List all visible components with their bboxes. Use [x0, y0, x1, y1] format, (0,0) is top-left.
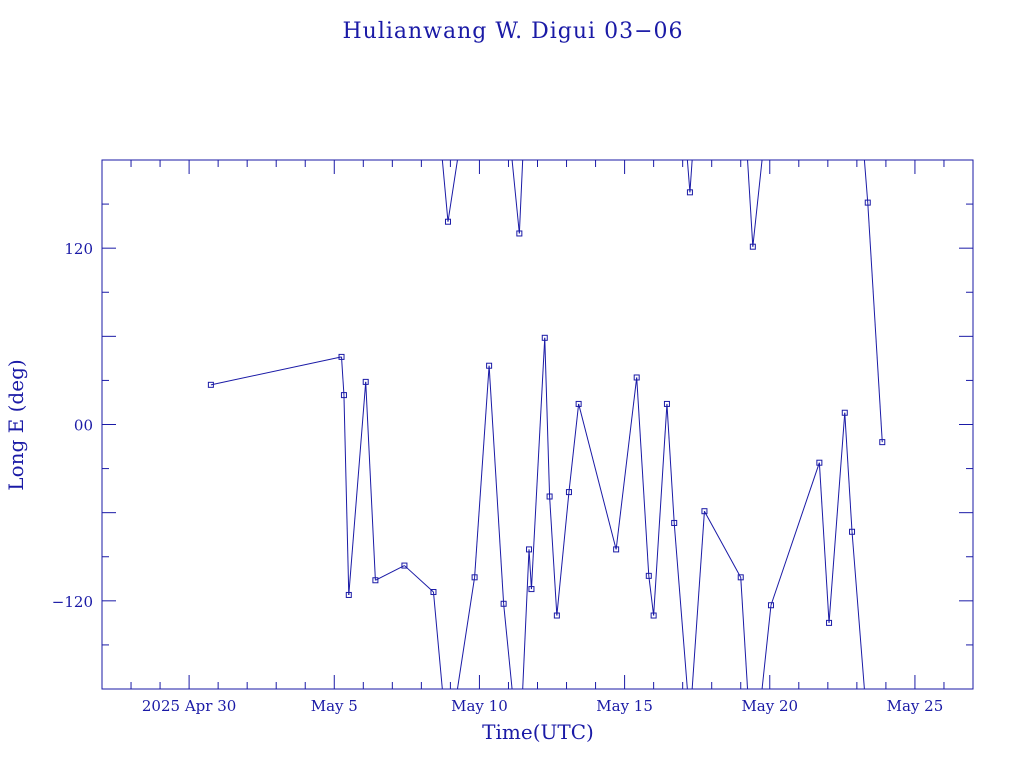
data-point	[650, 612, 657, 619]
series-line-segment	[432, 591, 443, 689]
series-line-segment	[343, 395, 350, 595]
data-point	[826, 619, 833, 626]
data-point	[553, 612, 560, 619]
series-line-segment	[761, 605, 772, 689]
series-line-segment	[488, 365, 505, 604]
x-tick-label: May 15	[596, 697, 653, 715]
data-point	[633, 374, 640, 381]
series-line-segment	[740, 577, 749, 689]
plot-frame	[101, 159, 974, 690]
x-tick-label: May 5	[311, 697, 358, 715]
series-line-segment	[844, 412, 853, 532]
data-point	[486, 362, 493, 369]
data-point	[401, 562, 408, 569]
data-point	[701, 508, 708, 515]
series-line-segment	[686, 160, 691, 193]
series-line-segment	[528, 549, 532, 590]
data-point	[207, 381, 214, 388]
series-line-segment	[556, 492, 570, 616]
y-axis-label: Long E (deg)	[4, 359, 28, 490]
data-point	[663, 400, 670, 407]
data-point	[362, 378, 369, 385]
x-axis-label: Time(UTC)	[482, 720, 594, 744]
series-line-segment	[689, 160, 693, 193]
series-line-segment	[704, 510, 742, 578]
series-line-segment	[615, 377, 638, 550]
data-point	[526, 546, 533, 553]
series-line-segment	[752, 160, 763, 247]
data-point	[546, 493, 553, 500]
data-point	[516, 230, 523, 237]
series-line-segment	[673, 522, 688, 689]
x-tick-label: May 10	[451, 697, 508, 715]
series-line-segment	[747, 160, 754, 247]
series-line-segment	[456, 577, 476, 689]
series-line-segment	[549, 496, 558, 616]
series-line-segment	[404, 565, 434, 593]
x-tick-label: May 20	[741, 697, 798, 715]
data-point	[841, 409, 848, 416]
data-point	[528, 586, 535, 593]
x-tick-label: May 25	[887, 697, 944, 715]
series-line-segment	[210, 356, 342, 386]
series-line-segment	[375, 565, 405, 581]
series-line-segment	[770, 462, 820, 606]
data-point	[575, 400, 582, 407]
series-line-segment	[447, 160, 458, 222]
series-line-segment	[666, 403, 675, 523]
series-layer	[207, 160, 886, 689]
series-line-segment	[851, 531, 865, 689]
data-point	[686, 189, 693, 196]
data-point	[565, 489, 572, 496]
data-point	[471, 574, 478, 581]
series-line-segment	[522, 549, 530, 689]
series-line-segment	[544, 337, 551, 497]
x-tick-label: 2025 Apr 30	[142, 697, 236, 715]
data-point	[430, 589, 437, 596]
data-point	[372, 577, 379, 584]
data-point	[879, 439, 886, 446]
data-point	[737, 574, 744, 581]
axis-ticks	[102, 160, 973, 689]
series-line-segment	[653, 403, 668, 616]
series-line-segment	[818, 462, 830, 623]
chart-title: Hulianwang W. Digui 03−06	[342, 19, 683, 44]
series-line-segment	[474, 365, 490, 578]
data-point	[767, 602, 774, 609]
data-point	[345, 591, 352, 598]
data-point	[864, 199, 871, 206]
series-line-segment	[636, 377, 650, 576]
series-line-segment	[441, 160, 449, 222]
series-line-segment	[503, 603, 513, 689]
tick-labels: 2025 Apr 30 May 5 May 10 May 15 May 20 May 25…	[52, 240, 943, 715]
data-point	[816, 459, 823, 466]
data-point	[541, 334, 548, 341]
series-line-segment	[648, 575, 655, 616]
data-point	[500, 600, 507, 607]
series-line-segment	[828, 412, 846, 623]
series-line-segment	[578, 403, 617, 550]
data-point	[340, 392, 347, 399]
series-line-segment	[348, 381, 367, 595]
series-line-segment	[511, 160, 520, 234]
data-point	[444, 218, 451, 225]
y-tick-label: 00	[74, 417, 93, 435]
series-line-segment	[863, 160, 869, 203]
y-tick-label: −120	[52, 593, 93, 611]
series-line-segment	[530, 337, 546, 590]
series-line-segment	[568, 403, 580, 493]
data-point	[613, 546, 620, 553]
data-point	[749, 243, 756, 250]
data-point	[338, 353, 345, 360]
series-line-segment	[691, 511, 705, 689]
data-point	[645, 572, 652, 579]
data-point	[671, 519, 678, 526]
series-line-segment	[867, 202, 883, 443]
data-point	[849, 528, 856, 535]
series-line-segment	[518, 160, 524, 234]
series-line-segment	[365, 381, 376, 581]
y-tick-label: 120	[64, 240, 93, 258]
series-line-segment	[341, 356, 345, 396]
